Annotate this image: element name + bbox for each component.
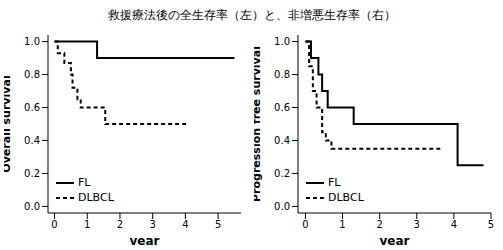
- svg-text:Overall survival: Overall survival: [8, 75, 13, 172]
- svg-text:1.0: 1.0: [274, 36, 290, 47]
- svg-text:4: 4: [451, 219, 457, 230]
- svg-text:5: 5: [488, 219, 494, 230]
- svg-text:year: year: [380, 234, 410, 245]
- svg-text:1: 1: [339, 219, 345, 230]
- svg-text:0.0: 0.0: [24, 201, 40, 212]
- html-text:救援療法後の全生存率（左）と、非増悪生存率（右）: 救援療法後の全生存率（左）と、非増悪生存率（右）: [107, 8, 396, 22]
- svg-text:1.0: 1.0: [24, 36, 40, 47]
- svg-text:0: 0: [51, 219, 57, 230]
- html-text:FL: FL: [78, 176, 91, 189]
- svg-text:1: 1: [84, 219, 90, 230]
- svg-text:3: 3: [149, 219, 155, 230]
- svg-text:3: 3: [414, 219, 420, 230]
- svg-text:2: 2: [376, 219, 382, 230]
- svg-text:Progression free survival: Progression free survival: [254, 46, 263, 202]
- svg-text:0.6: 0.6: [24, 102, 40, 113]
- svg-text:0.6: 0.6: [274, 102, 290, 113]
- svg-text:year: year: [130, 234, 160, 245]
- svg-text:0.8: 0.8: [24, 69, 40, 80]
- svg-text:0.0: 0.0: [274, 201, 290, 212]
- svg-text:4: 4: [182, 219, 188, 230]
- svg-text:0.4: 0.4: [274, 135, 290, 146]
- svg-text:0.2: 0.2: [24, 168, 40, 179]
- html-text:DLBCL: DLBCL: [328, 191, 364, 204]
- html-text:DLBCL: DLBCL: [78, 191, 114, 204]
- svg-text:0.2: 0.2: [274, 168, 290, 179]
- svg-text:2: 2: [117, 219, 123, 230]
- html-text:FL: FL: [328, 176, 341, 189]
- svg-text:0.8: 0.8: [274, 69, 290, 80]
- svg-text:0: 0: [302, 219, 308, 230]
- svg-text:5: 5: [215, 219, 221, 230]
- svg-text:0.4: 0.4: [24, 135, 40, 146]
